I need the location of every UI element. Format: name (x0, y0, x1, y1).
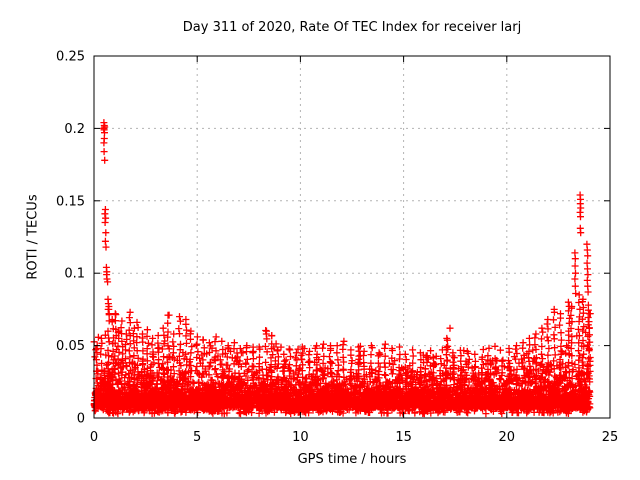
x-tick-label: 10 (292, 430, 309, 445)
x-tick-label: 5 (193, 430, 201, 445)
scatter-points (90, 119, 594, 418)
plot-border (93, 55, 611, 419)
y-tick-label: 0.15 (56, 194, 85, 209)
chart-title: Day 311 of 2020, Rate Of TEC Index for r… (182, 20, 522, 35)
y-axis-label: ROTI / TECUs (25, 194, 41, 280)
x-tick-label: 25 (602, 430, 619, 445)
y-tick-label: 0.2 (64, 122, 85, 137)
y-tick-label: 0 (77, 412, 85, 427)
x-tick-label: 20 (499, 430, 516, 445)
y-tick-label: 0.1 (64, 267, 85, 282)
y-tick-label: 0.05 (56, 339, 85, 354)
x-tick-label: 0 (90, 430, 98, 445)
x-axis-label: GPS time / hours (297, 452, 407, 467)
x-tick-label: 15 (395, 430, 412, 445)
y-tick-label: 0.25 (56, 50, 85, 65)
